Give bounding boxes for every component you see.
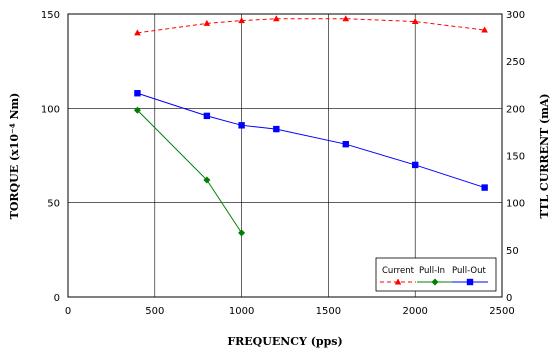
data-point-current — [342, 15, 350, 22]
data-point-pull-out — [342, 140, 349, 148]
data-point-current — [238, 17, 245, 24]
data-point-pull-out — [481, 184, 488, 191]
y-right-tick-label: 0 — [506, 293, 512, 304]
y-right-tick-label: 50 — [506, 246, 519, 257]
data-point-pull-out — [238, 122, 245, 129]
legend-marker-pull-in — [431, 278, 439, 286]
data-point-pull-out — [412, 161, 419, 169]
data-point-current — [203, 19, 211, 26]
legend-samples — [380, 278, 488, 286]
data-point-pull-out — [203, 112, 211, 120]
data-point-pull-out — [134, 90, 141, 97]
y-right-tick-label: 200 — [506, 104, 525, 115]
y-left-tick-label: 0 — [54, 293, 60, 304]
data-point-current — [481, 26, 488, 33]
tick-labels: 0 500 1000 1500 2000 250005010015005010015020… — [41, 10, 525, 317]
legend: Current Pull-In Pull-Out — [375, 257, 497, 292]
x-tick-label: 1500 — [316, 306, 341, 317]
legend-label-pull-in: Pull-In — [419, 266, 445, 276]
y-axis-right-title: TTL CURRENT (mA) — [538, 93, 551, 218]
y-left-tick-label: 50 — [47, 199, 60, 210]
y-left-tick-label: 100 — [41, 104, 60, 115]
data-point-pull-in — [133, 106, 141, 114]
data-point-pull-in — [238, 229, 246, 237]
y-right-tick-label: 150 — [506, 152, 525, 163]
legend-label-current: Current — [382, 266, 415, 276]
data-point-current — [411, 18, 419, 25]
series-group — [133, 15, 488, 237]
x-tick-label: 2500 — [489, 306, 514, 317]
legend-box — [375, 257, 497, 292]
data-point-current — [273, 15, 280, 22]
legend-label-pull-out: Pull-Out — [452, 266, 486, 276]
y-left-tick-label: 150 — [41, 10, 60, 21]
data-point-current — [134, 29, 141, 36]
data-point-pull-in — [203, 176, 211, 184]
x-tick-label: 2000 — [402, 306, 427, 317]
x-tick-label: 0 — [65, 306, 71, 317]
legend-marker-pull-out — [466, 278, 474, 286]
y-right-tick-label: 250 — [506, 57, 525, 68]
y-right-tick-label: 100 — [506, 199, 525, 210]
x-tick-label: 500 — [145, 306, 164, 317]
x-axis-title: FREQUENCY (pps) — [227, 335, 342, 348]
grid-lines — [68, 14, 502, 297]
y-right-tick-label: 300 — [506, 10, 525, 21]
x-tick-label: 1000 — [229, 306, 254, 317]
y-axis-left-title: TORQUE (x10⁻⁴ Nm) — [8, 93, 21, 220]
legend-marker-current — [394, 278, 402, 285]
plot-area — [67, 13, 503, 298]
data-point-pull-out — [273, 125, 280, 133]
